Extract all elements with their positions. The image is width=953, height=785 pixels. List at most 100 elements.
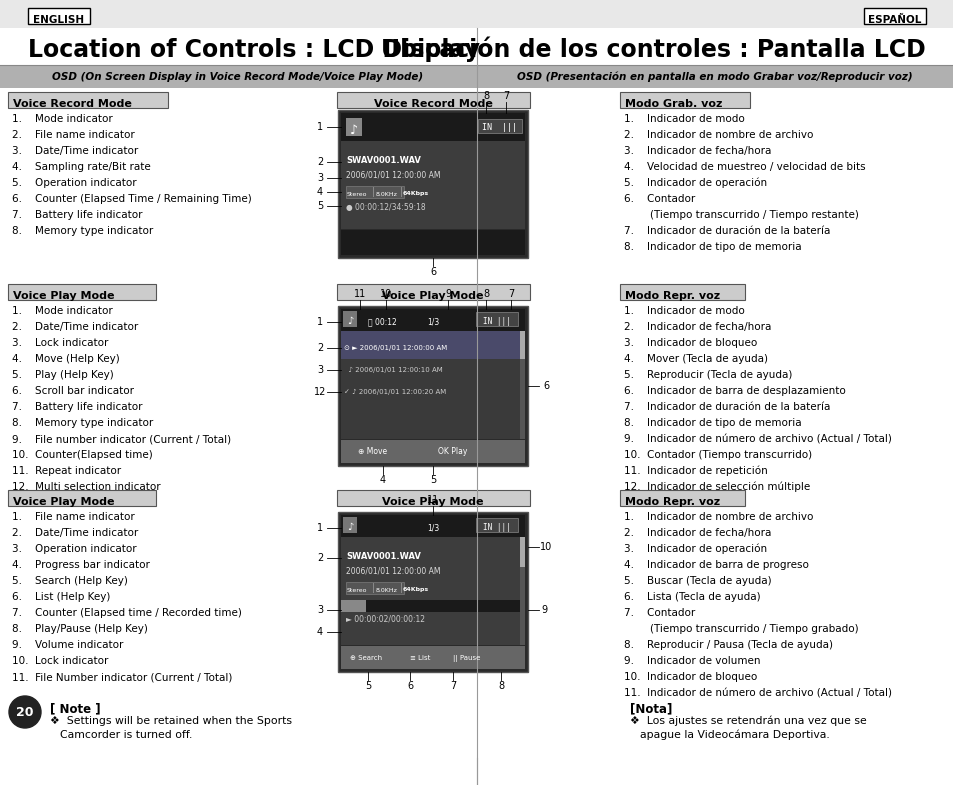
Text: Voice Play Mode: Voice Play Mode	[382, 497, 483, 507]
Text: Ubicación de los controles : Pantalla LCD: Ubicación de los controles : Pantalla LC…	[381, 38, 925, 62]
Text: 2: 2	[316, 343, 323, 353]
Bar	[519, 331, 524, 359]
Text: ♪: ♪	[347, 316, 353, 326]
Bar	[340, 331, 524, 359]
Text: 6.    List (Help Key): 6. List (Help Key)	[12, 592, 111, 602]
Text: 11.  Indicador de número de archivo (Actual / Total): 11. Indicador de número de archivo (Actu…	[623, 688, 891, 698]
Text: 6.    Counter (Elapsed Time / Remaining Time): 6. Counter (Elapsed Time / Remaining Tim…	[12, 194, 252, 204]
Bar	[863, 8, 925, 24]
Text: 4.    Indicador de barra de progreso: 4. Indicador de barra de progreso	[623, 560, 808, 570]
Bar	[0, 66, 476, 88]
Text: ≡ List: ≡ List	[410, 655, 430, 661]
Bar	[343, 517, 356, 533]
Text: 1.    Indicador de modo: 1. Indicador de modo	[623, 306, 744, 316]
Text: 3.    Indicador de bloqueo: 3. Indicador de bloqueo	[623, 338, 757, 348]
Text: 7.    Indicador de duración de la batería: 7. Indicador de duración de la batería	[623, 226, 829, 236]
Text: 7.    Battery life indicator: 7. Battery life indicator	[12, 402, 142, 412]
Text: 2: 2	[316, 553, 323, 563]
Bar	[340, 113, 524, 141]
Text: ⊙ ► 2006/01/01 12:00:00 AM: ⊙ ► 2006/01/01 12:00:00 AM	[344, 345, 447, 351]
Bar	[8, 284, 156, 300]
Text: 1.    Indicador de modo: 1. Indicador de modo	[623, 114, 744, 124]
Text: 2.    Indicador de nombre de archivo: 2. Indicador de nombre de archivo	[623, 130, 813, 140]
Text: 6.    Lista (Tecla de ayuda): 6. Lista (Tecla de ayuda)	[623, 592, 760, 602]
Bar	[519, 537, 524, 645]
Text: ► 00:00:02/00:00:12: ► 00:00:02/00:00:12	[346, 614, 424, 623]
Text: 8.    Memory type indicator: 8. Memory type indicator	[12, 226, 153, 236]
Bar	[340, 646, 524, 669]
Text: 3.    Date/Time indicator: 3. Date/Time indicator	[12, 146, 138, 156]
Bar	[340, 600, 524, 612]
Bar	[619, 490, 744, 506]
Text: 11: 11	[354, 289, 366, 299]
Text: 4.    Velocidad de muestreo / velocidad de bits: 4. Velocidad de muestreo / velocidad de …	[623, 162, 864, 172]
Text: 4.    Move (Help Key): 4. Move (Help Key)	[12, 354, 120, 364]
Text: 11.  Repeat indicator: 11. Repeat indicator	[12, 466, 121, 476]
Text: 2: 2	[316, 157, 323, 167]
Bar	[346, 582, 403, 594]
Text: 7.    Battery life indicator: 7. Battery life indicator	[12, 210, 142, 220]
Text: 6.    Indicador de barra de desplazamiento: 6. Indicador de barra de desplazamiento	[623, 386, 845, 396]
Bar	[346, 118, 361, 136]
Text: Voice Play Mode: Voice Play Mode	[13, 497, 114, 507]
Bar	[476, 312, 517, 326]
Bar	[346, 186, 403, 198]
Bar	[343, 311, 356, 327]
Text: 2.    Indicador de fecha/hora: 2. Indicador de fecha/hora	[623, 528, 771, 538]
Text: 5.    Buscar (Tecla de ayuda): 5. Buscar (Tecla de ayuda)	[623, 576, 771, 586]
Text: 9: 9	[444, 289, 451, 299]
Text: 1/3: 1/3	[426, 524, 438, 532]
Text: 1: 1	[316, 523, 323, 533]
Text: SWAV0001.WAV: SWAV0001.WAV	[346, 156, 420, 165]
Bar	[519, 331, 524, 439]
Text: 3.    Lock indicator: 3. Lock indicator	[12, 338, 109, 348]
Bar	[400, 187, 401, 197]
Bar	[373, 187, 374, 197]
Bar	[619, 284, 744, 300]
Text: 4: 4	[316, 627, 323, 637]
Text: 8.    Memory type indicator: 8. Memory type indicator	[12, 418, 153, 428]
Text: (Tiempo transcurrido / Tiempo grabado): (Tiempo transcurrido / Tiempo grabado)	[623, 624, 858, 634]
Text: 6.    Scroll bar indicator: 6. Scroll bar indicator	[12, 386, 133, 396]
Text: Stereo: Stereo	[347, 587, 367, 593]
Text: 3: 3	[316, 365, 323, 375]
Text: 64Kbps: 64Kbps	[402, 587, 429, 593]
Text: 11.  File Number indicator (Current / Total): 11. File Number indicator (Current / Tot…	[12, 672, 233, 682]
Text: 2.    File name indicator: 2. File name indicator	[12, 130, 134, 140]
Text: OK Play: OK Play	[437, 447, 467, 457]
Text: 10: 10	[539, 542, 552, 552]
Text: 10.  Indicador de bloqueo: 10. Indicador de bloqueo	[623, 672, 757, 682]
Text: 5.    Operation indicator: 5. Operation indicator	[12, 178, 136, 188]
Bar	[28, 8, 90, 24]
Text: ❖  Los ajustes se retendrán una vez que se: ❖ Los ajustes se retendrán una vez que s…	[629, 716, 866, 726]
Text: 5.    Reproducir (Tecla de ayuda): 5. Reproducir (Tecla de ayuda)	[623, 370, 792, 380]
Text: ● 00:00:12/34:59:18: ● 00:00:12/34:59:18	[346, 203, 425, 212]
Text: OSD (Presentación en pantalla en modo Grabar voz/Reproducir voz): OSD (Presentación en pantalla en modo Gr…	[517, 71, 912, 82]
Bar	[519, 537, 524, 567]
Text: 4.    Sampling rate/Bit rate: 4. Sampling rate/Bit rate	[12, 162, 151, 172]
Text: 3.    Indicador de operación: 3. Indicador de operación	[623, 544, 766, 554]
Text: 1: 1	[316, 122, 323, 132]
Text: 8.    Indicador de tipo de memoria: 8. Indicador de tipo de memoria	[623, 418, 801, 428]
Text: 10.  Counter(Elapsed time): 10. Counter(Elapsed time)	[12, 450, 152, 460]
Text: 9: 9	[540, 605, 546, 615]
Text: 7: 7	[502, 91, 509, 101]
Bar	[336, 490, 530, 506]
Bar	[340, 141, 524, 229]
Text: 8.    Indicador de tipo de memoria: 8. Indicador de tipo de memoria	[623, 242, 801, 252]
Text: || Pause: || Pause	[453, 655, 480, 662]
Bar	[340, 230, 524, 255]
Text: 2006/01/01 12:00:00 AM: 2006/01/01 12:00:00 AM	[346, 170, 440, 179]
Text: Location of Controls : LCD Display: Location of Controls : LCD Display	[28, 38, 479, 62]
Bar	[476, 518, 517, 532]
Text: 3: 3	[316, 173, 323, 183]
Text: OSD (On Screen Display in Voice Record Mode/Voice Play Mode): OSD (On Screen Display in Voice Record M…	[52, 72, 423, 82]
Text: 9.    Volume indicator: 9. Volume indicator	[12, 640, 123, 650]
Text: SWAV0001.WAV: SWAV0001.WAV	[346, 552, 420, 561]
Text: 6: 6	[542, 381, 549, 391]
Text: 1/3: 1/3	[426, 317, 438, 327]
Text: 10: 10	[379, 289, 392, 299]
Text: 5: 5	[364, 681, 371, 691]
Text: 4.    Progress bar indicator: 4. Progress bar indicator	[12, 560, 150, 570]
Text: 6.    Contador: 6. Contador	[623, 194, 695, 204]
